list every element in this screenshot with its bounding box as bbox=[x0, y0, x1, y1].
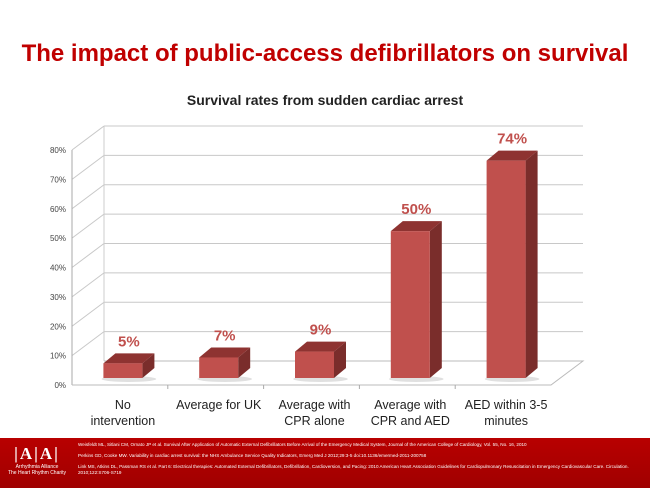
bar bbox=[103, 363, 143, 378]
bar-top bbox=[103, 353, 155, 364]
x-category-label: minutes bbox=[484, 414, 528, 428]
bar-top bbox=[295, 341, 346, 352]
x-category-label: Average with bbox=[374, 398, 446, 412]
y-tick-label: 0% bbox=[54, 381, 66, 390]
data-label: 74% bbox=[497, 131, 527, 148]
bar-top bbox=[199, 347, 251, 358]
reference: Weisfeldt ML, Sitlani CM, Ornato JP et a… bbox=[78, 442, 527, 447]
gridline-side bbox=[71, 331, 105, 357]
data-label: 9% bbox=[310, 322, 332, 339]
gridline-side bbox=[71, 243, 105, 268]
y-tick-label: 10% bbox=[50, 352, 66, 361]
data-label: 5% bbox=[118, 333, 140, 350]
x-category-label: CPR and AED bbox=[371, 414, 450, 428]
reference: Perkins GD, Cooke MW. Variability in car… bbox=[78, 453, 427, 458]
slide-title: The impact of public-access defibrillato… bbox=[21, 40, 629, 67]
y-tick-label: 20% bbox=[50, 322, 66, 331]
gridline-side bbox=[71, 125, 105, 151]
x-category-label: Average for UK bbox=[176, 398, 262, 412]
bar-top bbox=[486, 150, 538, 161]
y-tick-label: 60% bbox=[50, 205, 66, 214]
y-tick-label: 50% bbox=[50, 234, 66, 243]
bar bbox=[295, 351, 334, 378]
bar-side bbox=[238, 347, 251, 378]
gridline-side bbox=[71, 154, 105, 180]
bar-chart: 0% 10% 20% 30% 40% 50% 60% 70% 80% 5% No interventi… bbox=[50, 125, 585, 428]
x-category-label: intervention bbox=[91, 414, 156, 428]
y-tick-label: 30% bbox=[50, 293, 66, 302]
y-tick-label: 40% bbox=[50, 264, 66, 273]
x-category-label: CPR alone bbox=[284, 414, 344, 428]
bar bbox=[486, 160, 526, 378]
bar-top bbox=[390, 221, 442, 232]
bar-side bbox=[525, 150, 538, 378]
y-tick-label: 80% bbox=[50, 146, 66, 155]
data-label: 50% bbox=[401, 201, 431, 218]
gridline-side bbox=[71, 184, 105, 210]
bar-side bbox=[429, 221, 442, 378]
x-category-label: Average with bbox=[278, 398, 350, 412]
arrhythmia-alliance-logo: |A|A| Arrhythmia Alliance The Heart Rhyt… bbox=[7, 444, 67, 476]
chart-title: Survival rates from sudden cardiac arres… bbox=[186, 92, 464, 108]
gridline-side bbox=[71, 272, 105, 298]
bar bbox=[199, 357, 239, 378]
x-category-label: No bbox=[115, 398, 131, 412]
x-category-label: AED within 3-5 bbox=[465, 398, 548, 412]
data-label: 7% bbox=[214, 327, 236, 344]
y-tick-label: 70% bbox=[50, 175, 66, 184]
bar-side bbox=[142, 353, 155, 378]
gridline-side bbox=[71, 213, 105, 239]
reference: Link MS, Atkins DL, Passman RS et al. Pa… bbox=[78, 464, 629, 475]
references: Weisfeldt ML, Sitlani CM, Ornato JP et a… bbox=[78, 442, 644, 481]
bar-side bbox=[334, 341, 346, 378]
gridline-side bbox=[71, 301, 105, 327]
footer: |A|A| Arrhythmia Alliance The Heart Rhyt… bbox=[0, 438, 650, 488]
bar bbox=[390, 231, 430, 378]
